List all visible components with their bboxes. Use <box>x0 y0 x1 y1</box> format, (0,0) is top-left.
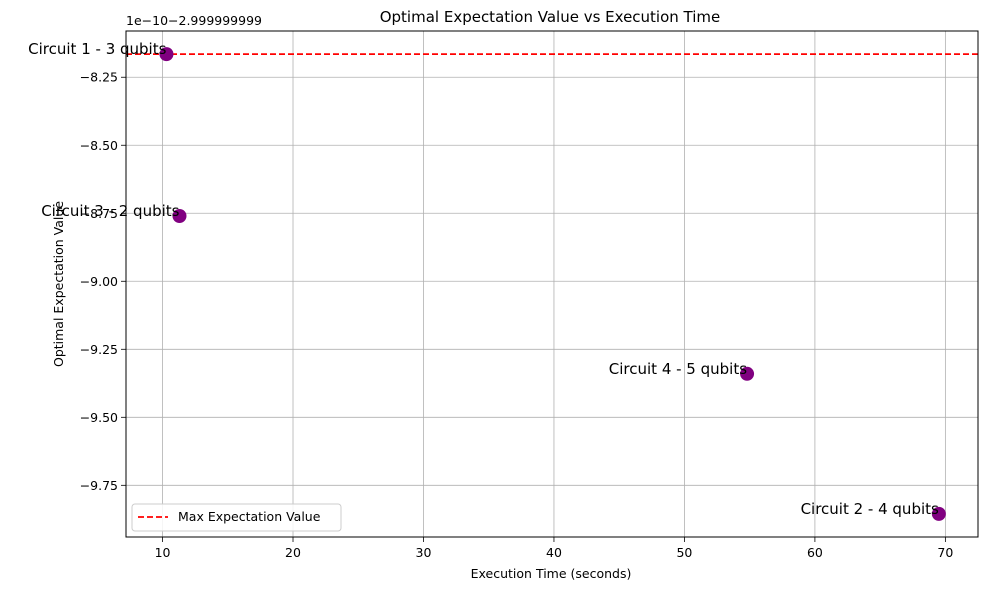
chart-title: Optimal Expectation Value vs Execution T… <box>380 8 721 26</box>
point-annotation: Circuit 2 - 4 qubits <box>801 500 939 518</box>
data-point <box>740 366 755 381</box>
y-tick-label: −8.50 <box>80 138 118 153</box>
x-tick-label: 50 <box>676 545 692 560</box>
x-tick-label: 40 <box>546 545 562 560</box>
y-tick-label: −9.00 <box>80 274 118 289</box>
x-tick-label: 30 <box>416 545 432 560</box>
legend-box <box>131 503 342 532</box>
x-axis-label: Execution Time (seconds) <box>471 566 632 581</box>
point-annotation: Circuit 4 - 5 qubits <box>609 360 747 378</box>
y-tick-label: −9.25 <box>80 342 118 357</box>
point-annotation: Circuit 1 - 3 qubits <box>28 40 166 58</box>
y-tick-label: −8.25 <box>80 70 118 85</box>
y-offset-label: 1e−10−2.999999999 <box>126 13 262 28</box>
x-tick-label: 20 <box>285 545 301 560</box>
x-ticks: 10 20 30 40 50 60 70 <box>155 537 953 560</box>
plot-frame <box>125 30 979 538</box>
data-point <box>931 506 946 521</box>
y-tick-label: −9.75 <box>80 478 118 493</box>
x-tick-label: 70 <box>937 545 953 560</box>
y-tick-label: −9.50 <box>80 410 118 425</box>
data-point <box>172 208 187 223</box>
x-tick-label: 60 <box>807 545 823 560</box>
y-axis-label: Optimal Expectation Value <box>51 201 66 367</box>
data-point <box>159 47 174 62</box>
y-tick-label: −8.75 <box>80 206 118 221</box>
legend-label: Max Expectation Value <box>178 509 321 524</box>
grid <box>126 31 978 537</box>
y-ticks: −8.25 −8.50 −8.75 −9.00 −9.25 −9.50 −9.75 <box>80 70 126 493</box>
annotations-group: Circuit 1 - 3 qubits Circuit 3 - 2 qubits… <box>28 40 939 518</box>
legend: Max Expectation Value <box>131 503 342 532</box>
x-tick-label: 10 <box>155 545 171 560</box>
point-annotation: Circuit 3 - 2 qubits <box>41 202 179 220</box>
points-group <box>159 47 946 521</box>
